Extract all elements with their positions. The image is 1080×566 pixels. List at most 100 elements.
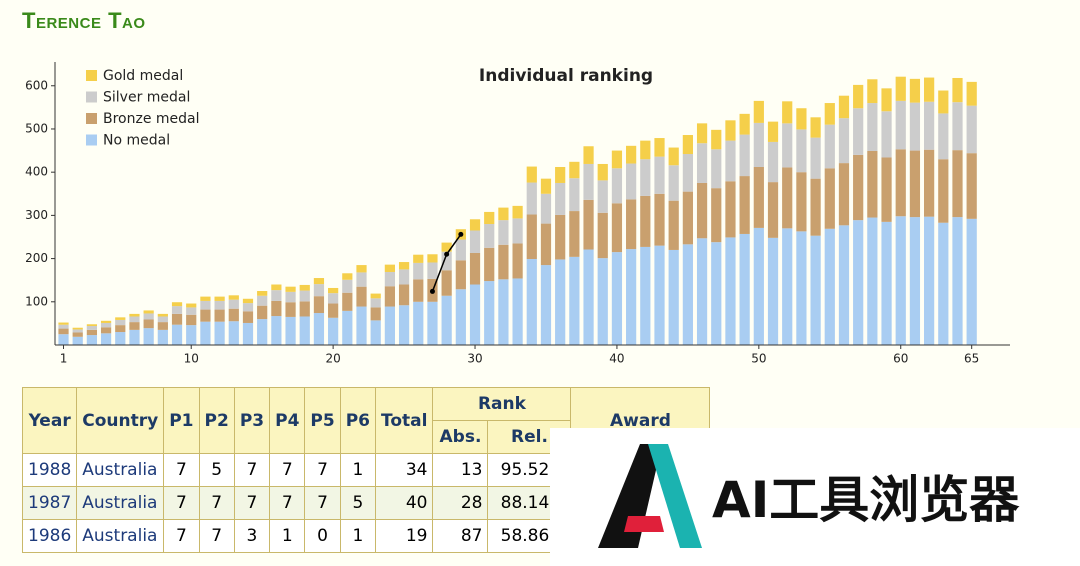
bar-segment <box>484 224 495 248</box>
bar-segment <box>328 303 339 318</box>
bar-segment <box>398 284 410 306</box>
bar-segment <box>597 212 608 259</box>
bar-segment <box>909 102 921 151</box>
bar-segment <box>569 256 580 345</box>
bar-segment <box>242 322 254 345</box>
bar-segment <box>313 313 325 345</box>
bar-segment <box>924 77 935 102</box>
bar-segment <box>640 195 651 247</box>
bar-segment <box>838 118 850 164</box>
bar-segment <box>725 120 736 141</box>
legend-label: Gold medal <box>103 68 183 84</box>
bar-segment <box>328 287 339 294</box>
x-tick-label: 20 <box>325 352 340 366</box>
bar-segment <box>512 278 523 345</box>
bar-segment <box>924 149 935 217</box>
x-tick-label: 50 <box>751 352 766 366</box>
bar-segment <box>540 265 552 345</box>
bar-segment <box>853 154 864 221</box>
rank-point <box>458 231 464 237</box>
bar-segment <box>668 200 679 250</box>
bar-segment <box>654 138 665 157</box>
bar-segment <box>228 299 239 309</box>
bar-segment <box>938 90 949 114</box>
table-cell: 34 <box>374 453 434 487</box>
bar-segment <box>569 161 580 179</box>
bar-segment <box>711 188 722 243</box>
bar-segment <box>299 290 310 302</box>
bar-segment <box>299 301 310 317</box>
table-cell: 7 <box>269 453 306 487</box>
bar-segment <box>427 301 438 345</box>
bar-segment <box>58 324 69 329</box>
bar-segment <box>200 321 211 345</box>
bar-segment <box>569 211 580 257</box>
bar-segment <box>157 322 168 330</box>
bar-segment <box>157 316 168 323</box>
bar-segment <box>782 123 793 168</box>
bar-segment <box>555 182 566 215</box>
table-cell: Australia <box>76 453 165 487</box>
bar-segment <box>455 260 466 290</box>
bar-segment <box>753 100 764 123</box>
header-cell: Year <box>21 387 78 454</box>
bar-segment <box>100 322 112 328</box>
bar-segment <box>796 108 807 130</box>
bar-segment <box>242 303 254 312</box>
x-tick-label: 1 <box>60 352 68 366</box>
legend-swatch <box>86 70 97 81</box>
bar-segment <box>526 182 537 215</box>
watermark-text: AI工具浏览器 <box>712 471 1020 529</box>
bar-segment <box>86 329 98 336</box>
bar-segment <box>640 246 651 345</box>
table-cell: 1988 <box>21 453 78 487</box>
bar-segment <box>725 140 736 182</box>
bar-segment <box>682 191 693 245</box>
bar-segment <box>498 207 509 221</box>
bar-segment <box>214 321 225 345</box>
y-tick-label: 400 <box>25 165 48 179</box>
bar-segment <box>668 147 679 166</box>
header-cell: P5 <box>304 387 341 454</box>
bar-segment <box>881 111 892 158</box>
table-cell: 7 <box>269 486 306 520</box>
bar-segment <box>342 279 353 293</box>
bar-segment <box>938 159 949 223</box>
header-cell: P4 <box>269 387 306 454</box>
bar-segment <box>257 319 268 345</box>
bar-segment <box>72 329 83 333</box>
bar-segment <box>824 168 835 229</box>
bar-segment <box>313 296 325 314</box>
legend-label: Silver medal <box>103 90 190 106</box>
bar-segment <box>668 249 679 345</box>
bar-segment <box>654 193 665 246</box>
bar-segment <box>753 227 764 345</box>
x-tick-label: 40 <box>609 352 624 366</box>
bar-segment <box>342 292 353 311</box>
bar-segment <box>441 251 452 271</box>
bar-segment <box>952 217 963 345</box>
bar-segment <box>938 222 949 345</box>
bar-segment <box>611 252 623 345</box>
watermark: AI工具浏览器 <box>550 428 1080 566</box>
bar-segment <box>626 145 637 164</box>
bar-segment <box>924 101 935 150</box>
table-cell: 1986 <box>21 519 78 553</box>
table-cell: 7 <box>233 453 271 487</box>
bar-segment <box>626 249 637 345</box>
bar-segment <box>654 245 665 345</box>
bar-segment <box>171 302 183 307</box>
bar-segment <box>540 223 552 266</box>
bar-segment <box>895 216 906 345</box>
table-cell: 1 <box>339 519 377 553</box>
bar-segment <box>767 121 779 142</box>
bar-segment <box>810 235 821 345</box>
bar-segment <box>384 264 395 272</box>
bar-segment <box>895 100 906 150</box>
bar-segment <box>86 335 98 345</box>
bar-segment <box>285 302 296 317</box>
bar-segment <box>810 137 821 179</box>
x-tick-label: 30 <box>467 352 482 366</box>
